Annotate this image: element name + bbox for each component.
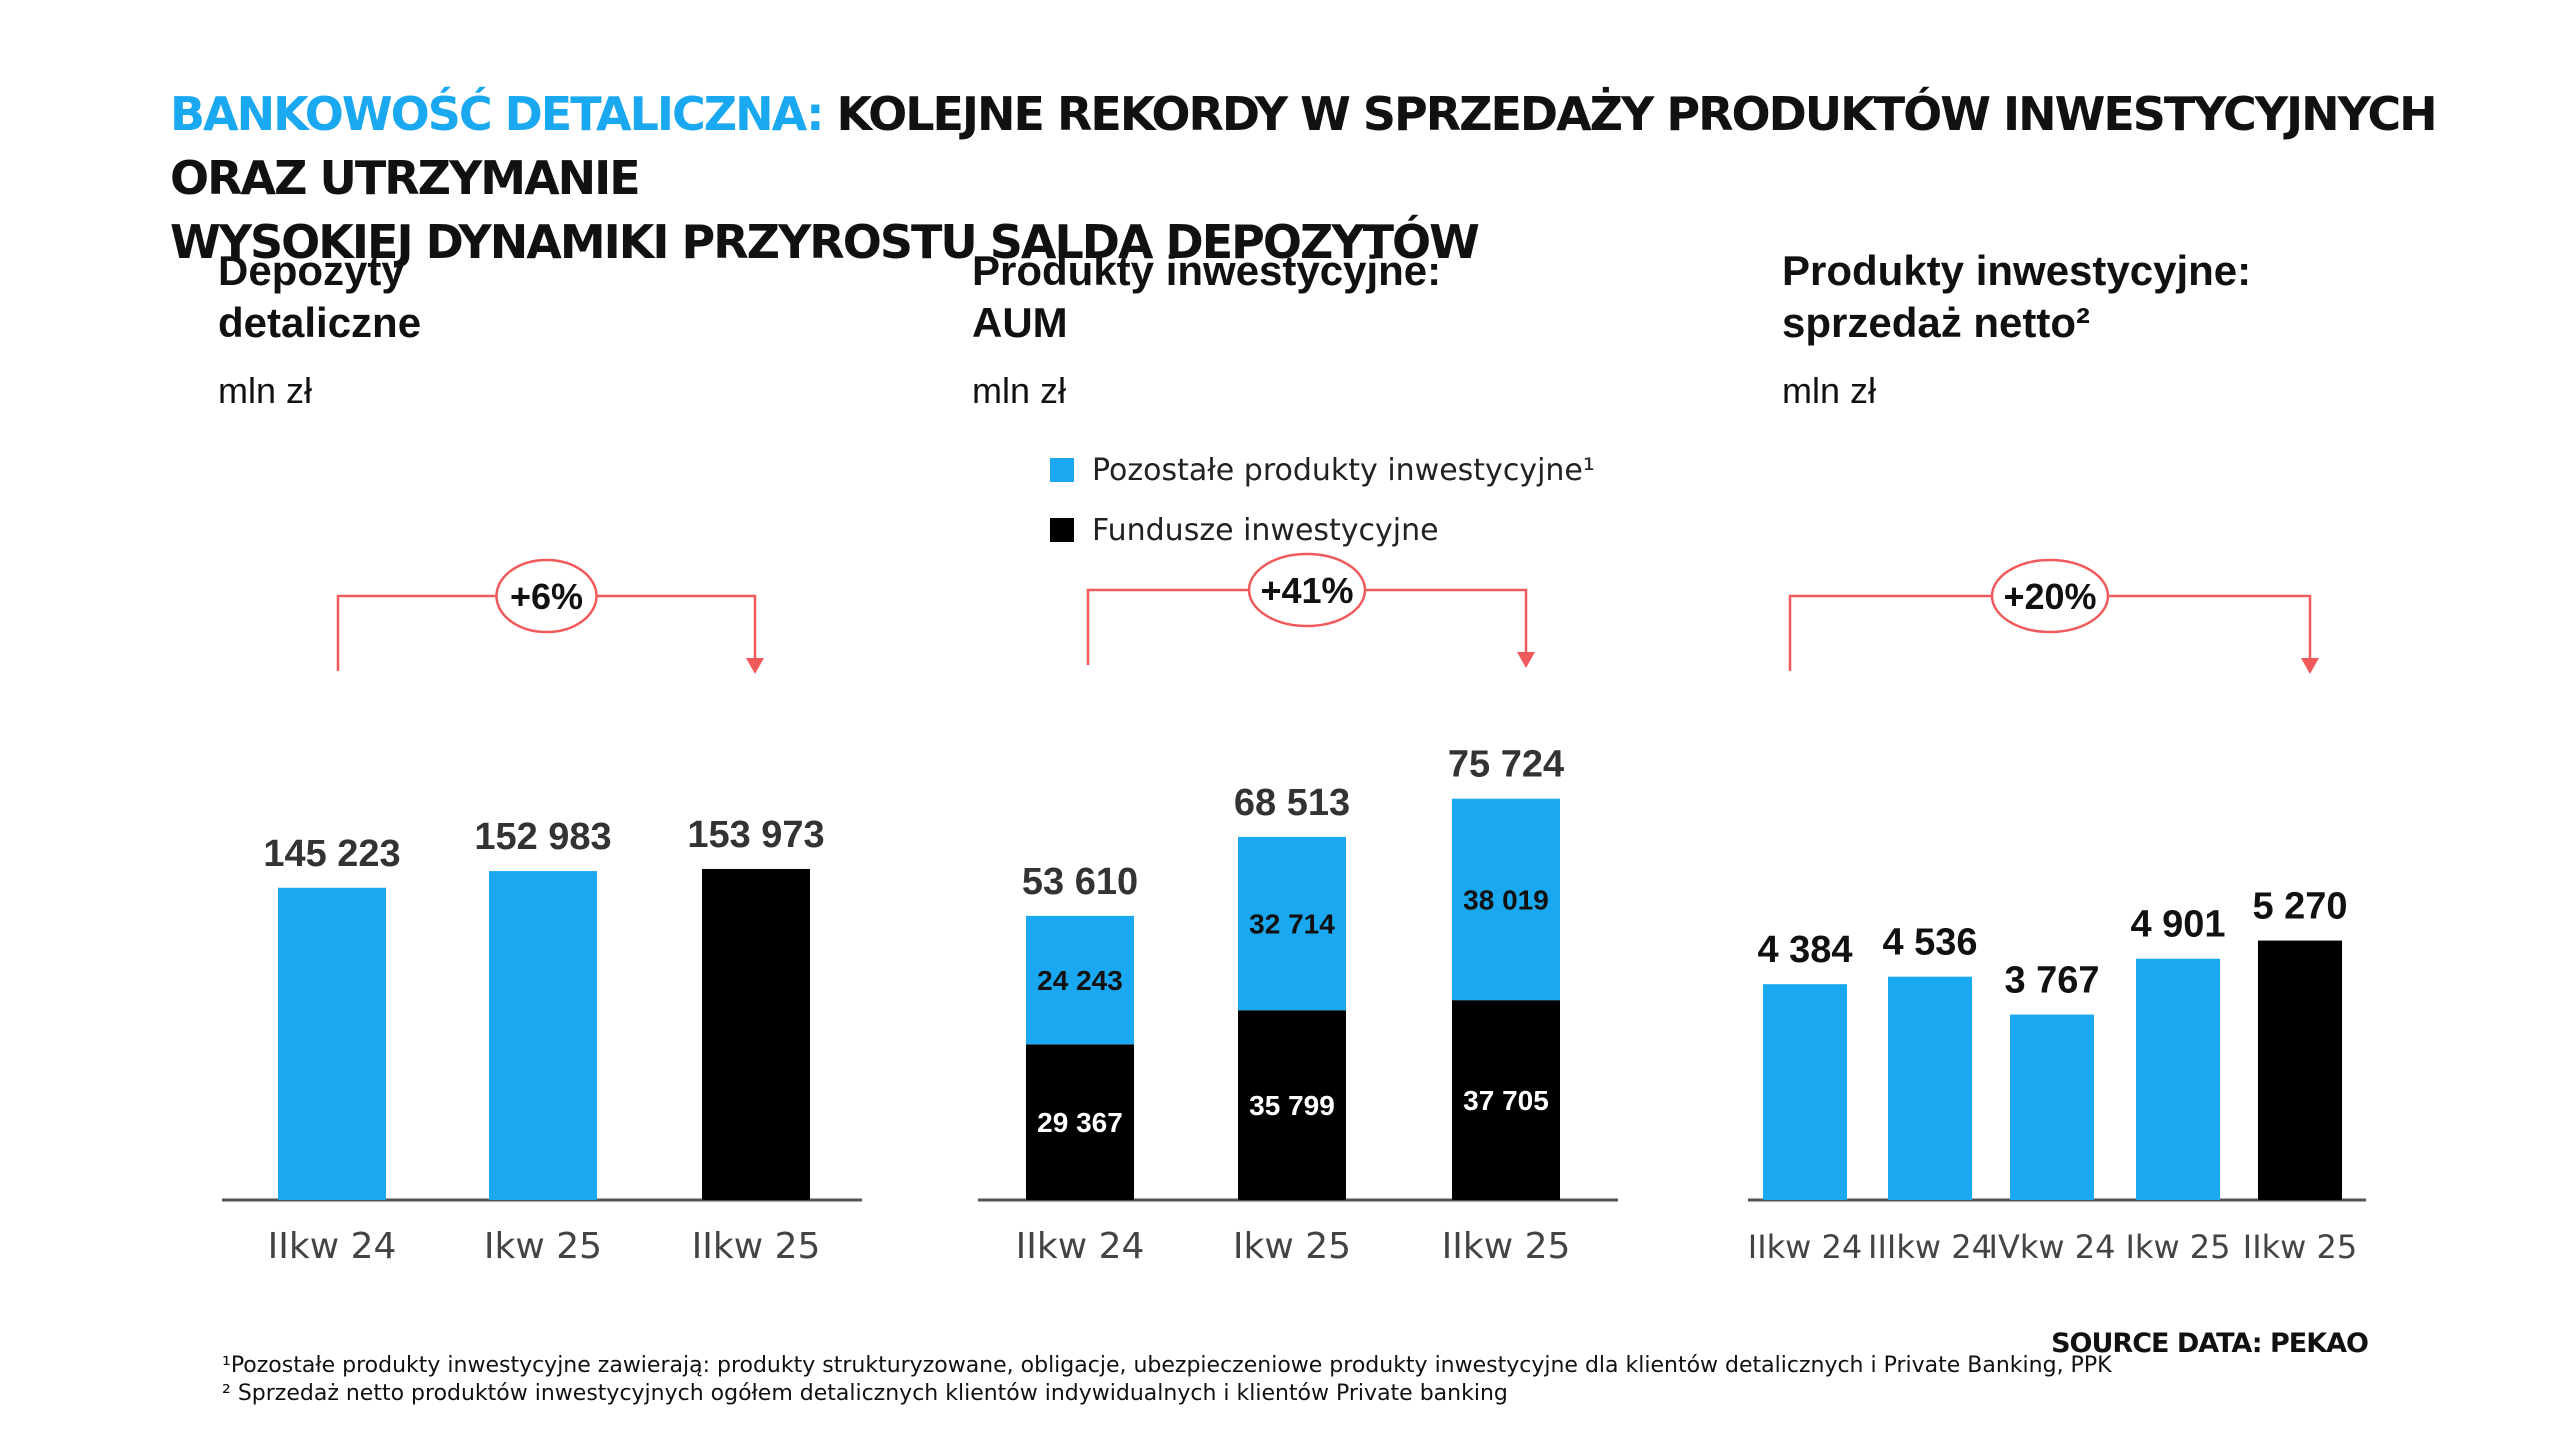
chart-2-bar-funds <box>1238 1010 1346 1200</box>
footnote-1: ¹Pozostałe produkty inwestycyjne zawiera… <box>222 1353 2112 1378</box>
legend-label-other: Pozostałe produkty inwestycyjne¹ <box>1092 452 1595 488</box>
panel-2-title: Produkty inwestycyjne: AUM <box>972 245 1441 349</box>
chart-3-growth-arrowhead <box>2301 658 2319 674</box>
panel-3-title: Produkty inwestycyjne: sprzedaż netto² <box>1782 245 2251 349</box>
page-headline: BANKOWOŚĆ DETALICZNA: KOLEJNE REKORDY W … <box>170 82 2470 274</box>
chart-1-growth-arrowhead <box>746 658 764 674</box>
chart-3-bar <box>2010 1014 2094 1200</box>
headline-accent: BANKOWOŚĆ DETALICZNA: <box>170 87 824 141</box>
footnotes: ¹Pozostałe produkty inwestycyjne zawiera… <box>222 1352 2112 1408</box>
chart-3-value-label: 4 536 <box>1882 922 1977 964</box>
chart-2-segment-label: 24 243 <box>1037 965 1123 996</box>
chart-3-category-label: IVkw 24 <box>1989 1228 2116 1266</box>
chart-3-bar <box>1763 984 1847 1200</box>
panel-1-unit: mln zł <box>218 370 313 411</box>
chart-3-value-label: 4 384 <box>1757 929 1852 971</box>
legend-label-funds: Fundusze inwestycyjne <box>1092 512 1439 548</box>
source-label: SOURCE DATA: PEKAO <box>2051 1328 2369 1359</box>
chart-1-bar <box>489 871 597 1200</box>
chart-1-value-label: 152 983 <box>474 816 611 858</box>
panel-1-title: Depozyty detaliczne <box>218 245 421 349</box>
chart-2-bar-funds <box>1452 1000 1560 1200</box>
chart-3-bar <box>1888 976 1972 1200</box>
footnote-2: ² Sprzedaż netto produktów inwestycyjnyc… <box>222 1381 1508 1406</box>
chart-1-growth-label: +6% <box>510 576 583 617</box>
chart-2-category-label: Ikw 25 <box>1233 1226 1351 1267</box>
chart-3-growth-label: +20% <box>2003 576 2096 617</box>
chart-3-bar <box>2136 958 2220 1200</box>
chart-2-bar-other <box>1452 798 1560 1001</box>
chart-1-category-label: Ikw 25 <box>484 1226 602 1267</box>
chart-3-value-label: 4 901 <box>2130 904 2225 946</box>
legend-swatch-black <box>1050 518 1074 542</box>
panel-2-unit: mln zł <box>972 370 1067 411</box>
panel-1-title-line2: detaliczne <box>218 299 422 346</box>
headline-line-2: WYSOKIEJ DYNAMIKI PRZYROSTU SALDA DEPOZY… <box>170 215 1480 269</box>
chart-3-category-label: Ikw 25 <box>2125 1228 2230 1266</box>
chart-2-growth-arrowhead <box>1517 652 1535 668</box>
chart-1-value-label: 145 223 <box>263 833 400 875</box>
chart-1-growth-badge <box>495 558 598 634</box>
chart-2-segment-label: 29 367 <box>1037 1107 1123 1138</box>
chart-3-growth-badge <box>1990 558 2110 634</box>
chart-2-total-label: 68 513 <box>1234 782 1350 824</box>
panel-3-title-line1: Produkty inwestycyjne: <box>1782 247 2252 294</box>
chart-2-segment-label: 38 019 <box>1463 884 1549 915</box>
chart-2-bar-other <box>1238 836 1346 1011</box>
chart-3-category-label: IIkw 25 <box>2243 1228 2357 1266</box>
chart-3-value-label: 3 767 <box>2004 960 2099 1002</box>
chart-2-segment-label: 32 714 <box>1249 909 1335 940</box>
legend-item-other: Pozostałe produkty inwestycyjne¹ <box>1050 440 1595 500</box>
headline-rest: KOLEJNE REKORDY W SPRZEDAŻY PRODUKTÓW IN… <box>170 87 2438 205</box>
chart-2-segment-label: 35 799 <box>1249 1090 1335 1121</box>
chart-1-bar <box>702 868 810 1200</box>
chart-legend: Pozostałe produkty inwestycyjne¹ Fundusz… <box>1050 440 1595 560</box>
chart-2-bar-funds <box>1026 1044 1134 1200</box>
chart-1-bar <box>278 887 386 1200</box>
chart-1-category-label: IIkw 25 <box>692 1226 821 1267</box>
chart-3-bar <box>2258 940 2342 1200</box>
panel-3-title-line2: sprzedaż netto² <box>1782 299 2091 346</box>
legend-item-funds: Fundusze inwestycyjne <box>1050 500 1595 560</box>
panel-2-title-line1: Produkty inwestycyjne: <box>972 247 1442 294</box>
legend-swatch-blue <box>1050 458 1074 482</box>
chart-2-bar-other <box>1026 915 1134 1045</box>
chart-2-total-label: 53 610 <box>1022 861 1138 903</box>
chart-2-category-label: IIkw 24 <box>1016 1226 1145 1267</box>
chart-2-growth-label: +41% <box>1260 570 1353 611</box>
panel-1-title-line1: Depozyty <box>218 247 405 294</box>
chart-2-category-label: IIkw 25 <box>1442 1226 1571 1267</box>
panel-3-unit: mln zł <box>1782 370 1877 411</box>
chart-3-category-label: IIkw 24 <box>1748 1228 1862 1266</box>
chart-3-value-label: 5 270 <box>2252 886 2347 928</box>
chart-3-category-label: IIIkw 24 <box>1868 1228 1992 1266</box>
headline-line-1: BANKOWOŚĆ DETALICZNA: KOLEJNE REKORDY W … <box>170 82 2470 210</box>
panel-2-title-line2: AUM <box>972 299 1068 346</box>
chart-1-category-label: IIkw 24 <box>268 1226 397 1267</box>
chart-1-value-label: 153 973 <box>687 814 824 856</box>
chart-2-total-label: 75 724 <box>1448 744 1564 786</box>
chart-2-growth-badge <box>1247 552 1367 628</box>
chart-2-segment-label: 37 705 <box>1463 1085 1549 1116</box>
